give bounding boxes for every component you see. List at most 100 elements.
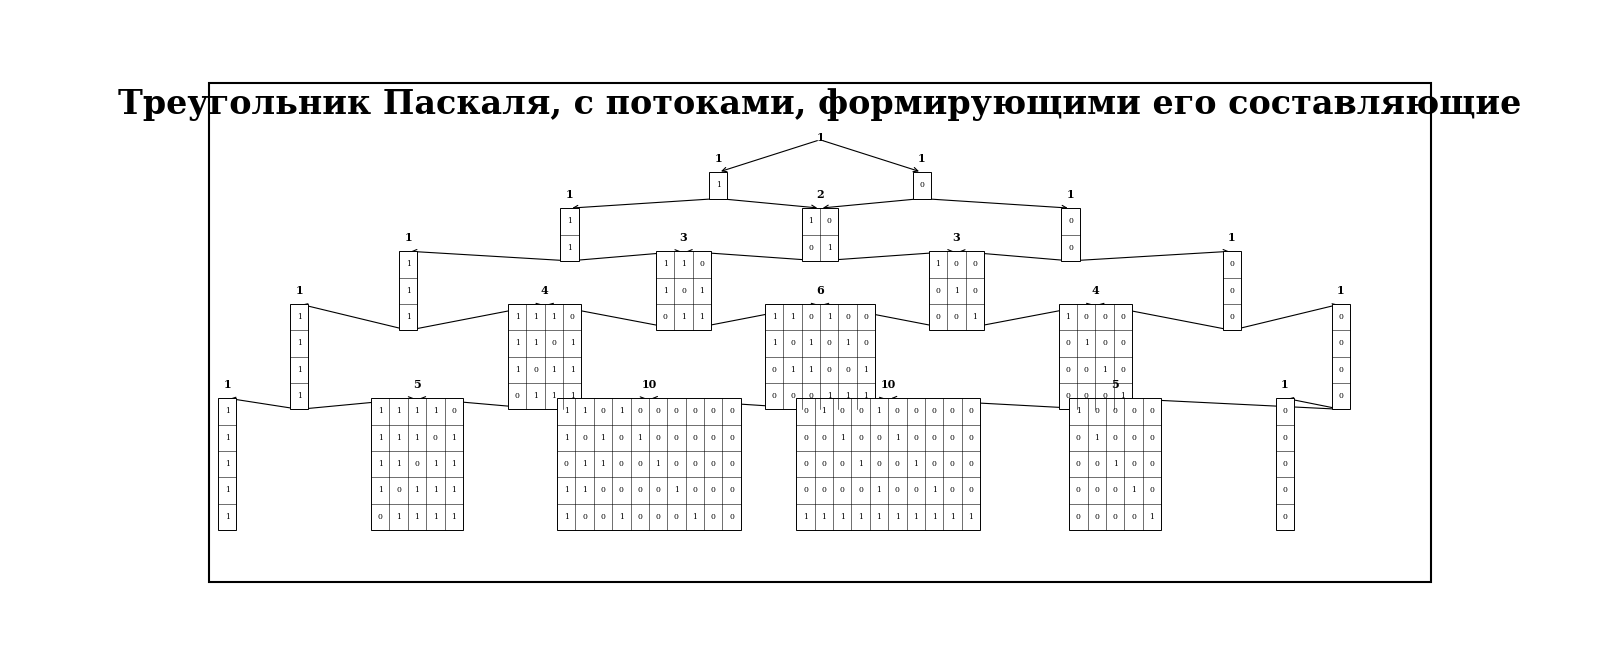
Text: 1: 1 bbox=[968, 513, 973, 520]
Text: 0: 0 bbox=[1283, 486, 1288, 494]
Text: 1: 1 bbox=[1131, 486, 1136, 494]
Text: 1: 1 bbox=[821, 407, 827, 415]
Text: 1: 1 bbox=[406, 287, 411, 295]
Text: 0: 0 bbox=[656, 513, 661, 520]
Text: Треугольник Паскаля, с потоками, формирующими его составляющие: Треугольник Паскаля, с потоками, формиру… bbox=[118, 88, 1522, 121]
Text: 0: 0 bbox=[674, 407, 678, 415]
Text: 0: 0 bbox=[674, 460, 678, 468]
Text: 0: 0 bbox=[533, 366, 538, 374]
Text: 1: 1 bbox=[619, 407, 624, 415]
Text: 3: 3 bbox=[680, 232, 688, 243]
Text: 0: 0 bbox=[710, 407, 715, 415]
Text: 0: 0 bbox=[914, 407, 918, 415]
Text: 1: 1 bbox=[1227, 232, 1235, 243]
Text: 0: 0 bbox=[1083, 392, 1088, 400]
Text: 1: 1 bbox=[552, 313, 557, 321]
Text: 1: 1 bbox=[226, 434, 230, 442]
Text: 1: 1 bbox=[693, 513, 698, 520]
Text: 1: 1 bbox=[914, 460, 918, 468]
Bar bbox=[1069, 398, 1162, 530]
Text: 0: 0 bbox=[710, 460, 715, 468]
Text: 0: 0 bbox=[1112, 434, 1117, 442]
Text: 0: 0 bbox=[619, 434, 624, 442]
Text: 1: 1 bbox=[296, 366, 302, 374]
Bar bbox=[765, 304, 875, 409]
Text: 1: 1 bbox=[1094, 434, 1099, 442]
Text: 1: 1 bbox=[378, 434, 382, 442]
Text: 1: 1 bbox=[414, 434, 419, 442]
Text: 0: 0 bbox=[1094, 460, 1099, 468]
Text: 0: 0 bbox=[1075, 513, 1082, 520]
Text: 1: 1 bbox=[914, 513, 918, 520]
Text: 0: 0 bbox=[582, 513, 587, 520]
Text: 0: 0 bbox=[864, 313, 869, 321]
Text: 0: 0 bbox=[821, 486, 827, 494]
Text: 1: 1 bbox=[226, 460, 230, 468]
Bar bbox=[1222, 251, 1242, 330]
Text: 0: 0 bbox=[821, 460, 827, 468]
Text: 1: 1 bbox=[533, 392, 538, 400]
Text: 0: 0 bbox=[803, 460, 808, 468]
Text: 10: 10 bbox=[880, 379, 896, 390]
Text: 0: 0 bbox=[1112, 486, 1117, 494]
Text: 1: 1 bbox=[771, 313, 776, 321]
Text: 1: 1 bbox=[378, 460, 382, 468]
Text: 1: 1 bbox=[682, 313, 686, 321]
Text: 1: 1 bbox=[790, 313, 795, 321]
Text: 0: 0 bbox=[840, 486, 845, 494]
Text: 1: 1 bbox=[570, 340, 574, 347]
Text: 0: 0 bbox=[1069, 217, 1074, 225]
Text: 0: 0 bbox=[1283, 434, 1288, 442]
Text: 0: 0 bbox=[1338, 313, 1344, 321]
Text: 1: 1 bbox=[1075, 407, 1082, 415]
Text: 0: 0 bbox=[656, 407, 661, 415]
Text: 1: 1 bbox=[877, 486, 882, 494]
Text: 0: 0 bbox=[674, 513, 678, 520]
Text: 0: 0 bbox=[827, 340, 832, 347]
Text: 4: 4 bbox=[541, 285, 549, 296]
Text: 0: 0 bbox=[451, 407, 456, 415]
Text: 0: 0 bbox=[1112, 407, 1117, 415]
Text: 1: 1 bbox=[296, 340, 302, 347]
Text: 0: 0 bbox=[845, 366, 850, 374]
Text: 0: 0 bbox=[803, 407, 808, 415]
Text: 0: 0 bbox=[968, 486, 973, 494]
Text: 1: 1 bbox=[858, 513, 862, 520]
Text: 0: 0 bbox=[914, 486, 918, 494]
Text: 0: 0 bbox=[662, 313, 667, 321]
Text: 1: 1 bbox=[840, 434, 845, 442]
Text: 1: 1 bbox=[1120, 392, 1125, 400]
Text: 0: 0 bbox=[894, 460, 899, 468]
Text: 4: 4 bbox=[1091, 285, 1099, 296]
Text: 0: 0 bbox=[920, 182, 925, 190]
Text: 0: 0 bbox=[1229, 287, 1234, 295]
Text: 0: 0 bbox=[1075, 460, 1082, 468]
Text: 0: 0 bbox=[1283, 407, 1288, 415]
Text: 1: 1 bbox=[397, 407, 402, 415]
Text: 0: 0 bbox=[931, 407, 936, 415]
Text: 0: 0 bbox=[1283, 513, 1288, 520]
Text: 0: 0 bbox=[656, 434, 661, 442]
Text: 1: 1 bbox=[662, 261, 667, 268]
Text: 0: 0 bbox=[378, 513, 382, 520]
Text: 0: 0 bbox=[1066, 392, 1070, 400]
Text: 1: 1 bbox=[378, 486, 382, 494]
Text: 0: 0 bbox=[950, 434, 955, 442]
Bar bbox=[709, 172, 728, 199]
Text: 1: 1 bbox=[656, 460, 661, 468]
Text: 0: 0 bbox=[1120, 366, 1125, 374]
Bar bbox=[218, 398, 237, 530]
Text: 0: 0 bbox=[730, 486, 734, 494]
Text: 1: 1 bbox=[864, 392, 869, 400]
Text: 0: 0 bbox=[693, 434, 698, 442]
Text: 0: 0 bbox=[1069, 243, 1074, 251]
Text: 0: 0 bbox=[600, 513, 605, 520]
Text: 0: 0 bbox=[914, 434, 918, 442]
Text: 1: 1 bbox=[674, 486, 678, 494]
Text: 6: 6 bbox=[816, 285, 824, 296]
Text: 0: 0 bbox=[954, 313, 958, 321]
Text: 0: 0 bbox=[1131, 513, 1136, 520]
Text: 0: 0 bbox=[968, 407, 973, 415]
Text: 1: 1 bbox=[840, 513, 845, 520]
Text: 0: 0 bbox=[1102, 340, 1107, 347]
